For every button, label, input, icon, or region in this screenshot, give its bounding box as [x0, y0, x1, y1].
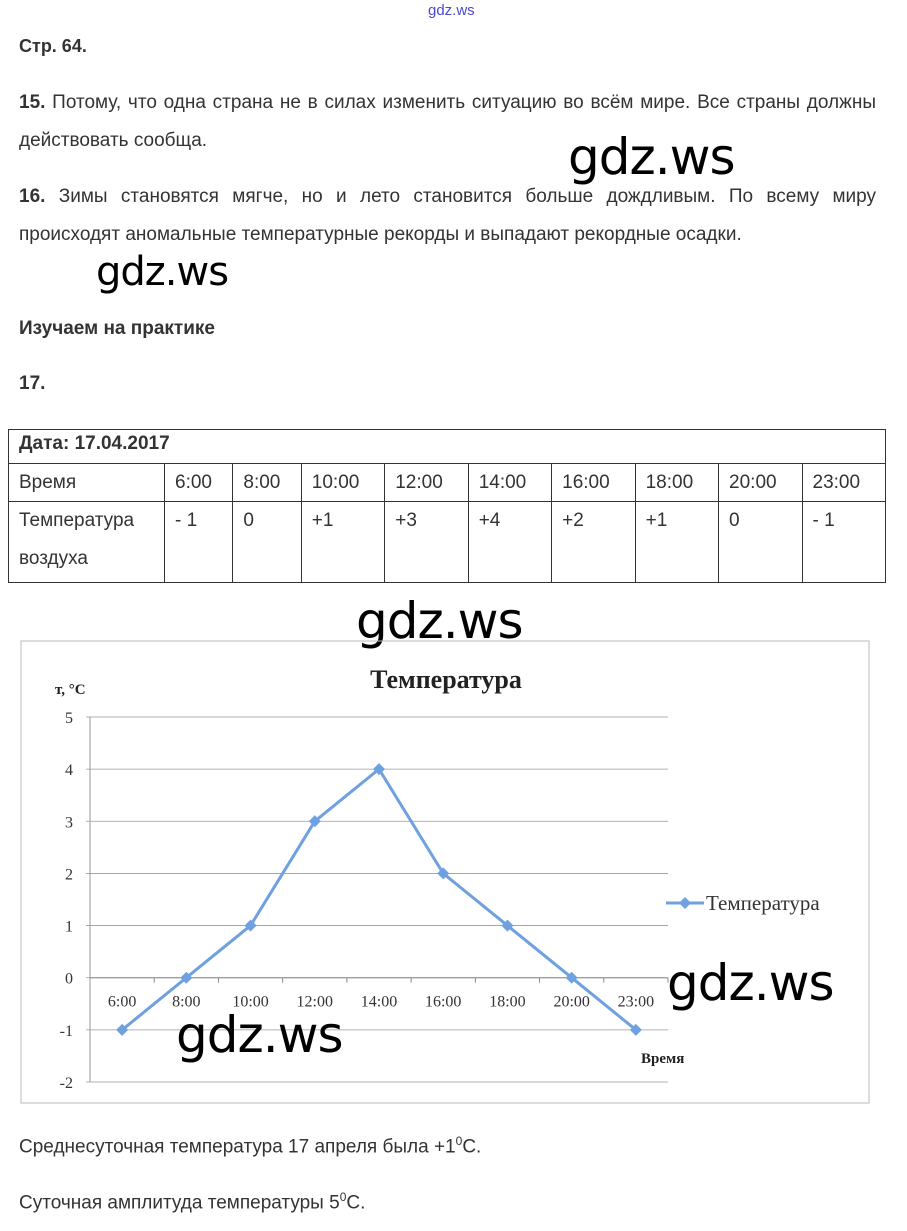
watermark: gdz.ws	[356, 592, 524, 650]
data-point	[244, 919, 257, 932]
conclusion-amplitude: Суточная амплитуда температуры 50С.	[19, 1190, 365, 1214]
y-tick-label: 3	[65, 814, 73, 831]
degree-sup: 0	[455, 1134, 463, 1148]
y-tick-label: 0	[65, 971, 73, 988]
answer-number: 16.	[19, 186, 46, 207]
watermark: gdz.ws	[96, 249, 229, 295]
y-tick-label: -1	[60, 1023, 73, 1040]
conclusion-text: Среднесуточная температура 17 апреля был…	[19, 1136, 456, 1158]
unit: С.	[346, 1192, 366, 1214]
row-label: Время	[8, 463, 165, 502]
degree-sup: 0	[339, 1190, 347, 1204]
task-number: 17.	[19, 373, 46, 394]
answer-text: Зимы становятся мягче, но и лето станови…	[19, 186, 876, 245]
y-tick-label: 5	[65, 710, 73, 727]
data-point	[565, 971, 578, 984]
temp-cell: - 1	[801, 501, 886, 583]
watermark-top: gdz.ws	[428, 2, 475, 19]
watermark: gdz.ws	[568, 128, 736, 186]
series-line	[121, 766, 637, 1032]
x-tick-label: 12:00	[297, 994, 333, 1011]
x-tick-label: 14:00	[361, 994, 397, 1011]
watermark: gdz.ws	[176, 1006, 344, 1064]
table-row-time: Время 6:00 8:00 10:00 12:00 14:00 16:00 18:00 2…	[8, 463, 886, 502]
temp-cell: 0	[232, 501, 302, 583]
table-row-temp: Температура воздуха - 1 0 +1 +3 +4 +2 +1 0- 1	[8, 501, 886, 583]
y-axis-label: т, °С	[55, 682, 86, 698]
data-point	[308, 815, 321, 828]
answer-15: 15. Потому, что одна страна не в силах и…	[19, 84, 876, 160]
legend-label: Температура	[706, 891, 820, 915]
x-tick-label: 18:00	[489, 994, 525, 1011]
x-tick-label: 8:00	[172, 994, 200, 1011]
temperature-table: Дата: 17.04.2017 Время 6:00 8:00 10:00 12:0…	[8, 429, 886, 583]
chart-border	[20, 640, 870, 1104]
temp-cell: 0	[718, 501, 803, 583]
time-cell: 14:00	[467, 463, 553, 502]
data-point	[501, 919, 514, 932]
answer-text: Потому, что одна страна не в силах измен…	[19, 92, 876, 151]
page-reference: Стр. 64.	[19, 36, 87, 56]
watermark: gdz.ws	[667, 954, 835, 1012]
x-tick-label: 23:00	[618, 994, 654, 1011]
data-point	[373, 763, 385, 776]
answer-number: 15.	[19, 92, 46, 113]
time-cell: 20:00	[718, 463, 803, 502]
conclusion-average: Среднесуточная температура 17 апреля был…	[19, 1134, 481, 1158]
answer-16: 16. Зимы становятся мягче, но и лето ста…	[19, 178, 876, 254]
x-axis-label: Время	[641, 1051, 684, 1067]
temp-cell: +3	[384, 501, 469, 583]
unit: С.	[462, 1136, 482, 1158]
x-tick-label: 20:00	[553, 994, 589, 1011]
temp-cell: - 1	[163, 501, 234, 583]
temp-cell: +1	[300, 501, 386, 583]
chart-title: Температура	[370, 665, 522, 694]
row-label: Температура воздуха	[8, 501, 165, 583]
time-cell: 6:00	[163, 463, 234, 502]
legend-marker	[679, 897, 691, 909]
time-cell: 8:00	[232, 463, 302, 502]
y-tick-label: 1	[65, 919, 73, 936]
y-tick-label: 2	[65, 866, 73, 883]
section-title: Изучаем на практике	[19, 318, 215, 339]
conclusion-text: Суточная амплитуда температуры 5	[19, 1192, 340, 1214]
time-cell: 10:00	[300, 463, 386, 502]
data-point	[180, 971, 193, 984]
time-cell: 18:00	[634, 463, 720, 502]
data-point	[437, 867, 450, 880]
time-cell: 23:00	[801, 463, 886, 502]
x-tick-label: 16:00	[425, 994, 461, 1011]
data-point	[116, 1023, 129, 1036]
data-point	[629, 1023, 642, 1036]
temp-cell: +1	[634, 501, 720, 583]
y-tick-label: -2	[60, 1075, 73, 1092]
x-tick-label: 6:00	[108, 994, 136, 1011]
temp-cell: +4	[467, 501, 553, 583]
y-tick-label: 4	[65, 762, 73, 779]
x-tick-label: 10:00	[232, 994, 268, 1011]
